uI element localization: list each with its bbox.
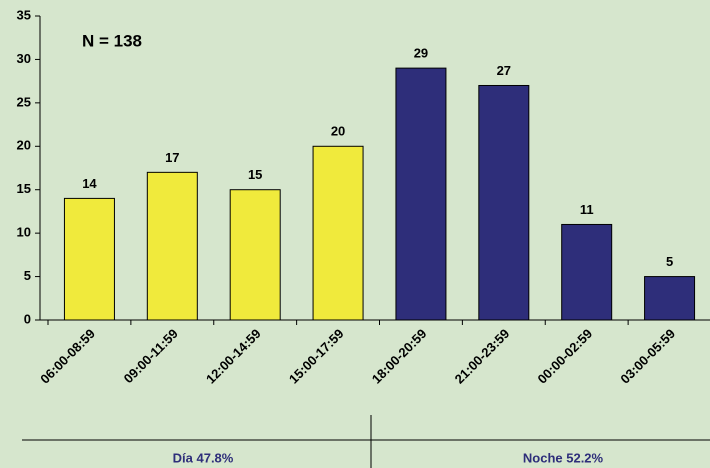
x-tick-label: 03:00-05:59	[617, 326, 678, 387]
y-tick-label: 25	[17, 94, 31, 109]
group-label: Noche 52.2%	[523, 450, 604, 465]
value-label: 15	[248, 167, 262, 182]
y-tick-label: 10	[17, 225, 31, 240]
value-label: 14	[82, 176, 97, 191]
value-label: 20	[331, 124, 345, 139]
value-label: 29	[414, 46, 428, 61]
y-tick-label: 35	[17, 7, 31, 22]
x-tick-label: 21:00-23:59	[452, 326, 513, 387]
y-tick-label: 15	[17, 181, 31, 196]
value-label: 17	[165, 150, 179, 165]
y-tick-label: 30	[17, 51, 31, 66]
bar	[63, 197, 115, 321]
y-tick-label: 0	[24, 311, 31, 326]
value-label: 5	[666, 254, 673, 269]
bar	[561, 223, 613, 321]
x-tick-label: 00:00-02:59	[535, 326, 596, 387]
annotation: N = 138	[82, 31, 142, 50]
x-tick-label: 06:00-08:59	[37, 326, 98, 387]
x-tick-label: 18:00-20:59	[369, 326, 430, 387]
value-label: 11	[580, 202, 594, 217]
x-tick-label: 12:00-14:59	[203, 326, 264, 387]
bar	[478, 84, 530, 321]
group-label: Día 47.8%	[173, 450, 234, 465]
value-label: 27	[497, 63, 511, 78]
x-tick-label: 15:00-17:59	[286, 326, 347, 387]
y-tick-label: 5	[24, 268, 31, 283]
x-tick-label: 09:00-11:59	[121, 326, 181, 386]
bar	[229, 189, 281, 321]
bar	[146, 171, 198, 321]
y-tick-label: 20	[17, 138, 31, 153]
bar	[644, 276, 696, 321]
bar	[312, 145, 364, 321]
bar	[395, 67, 447, 321]
